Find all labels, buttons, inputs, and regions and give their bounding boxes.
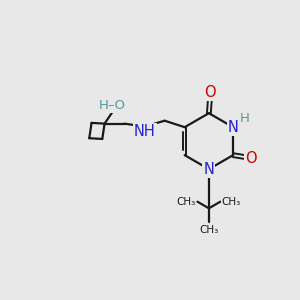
Text: H: H xyxy=(239,112,249,125)
Text: H–O: H–O xyxy=(99,99,126,112)
Text: O: O xyxy=(205,85,216,100)
Text: N: N xyxy=(203,162,214,177)
Text: CH₃: CH₃ xyxy=(177,197,196,207)
Text: NH: NH xyxy=(134,124,155,140)
Text: N: N xyxy=(228,120,238,135)
Text: CH₃: CH₃ xyxy=(222,197,241,207)
Text: CH₃: CH₃ xyxy=(199,225,218,236)
Text: O: O xyxy=(246,151,257,166)
